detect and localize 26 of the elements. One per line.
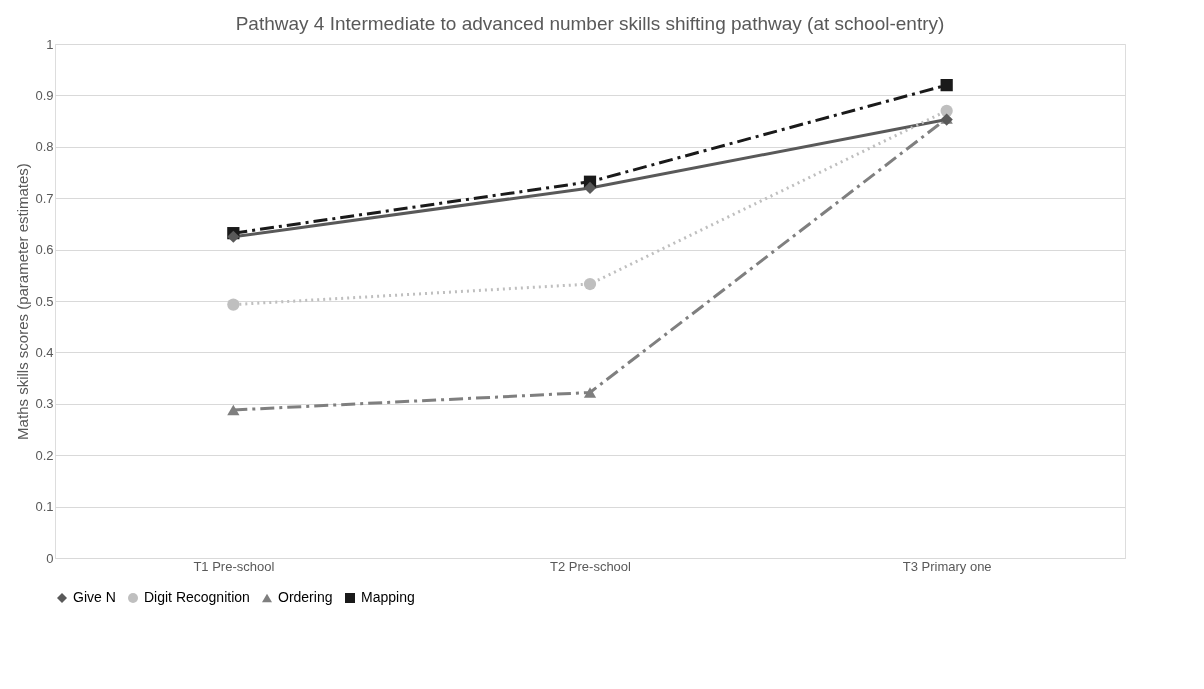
y-tick-label: 0.7	[35, 190, 54, 206]
y-tick-label: 0.1	[35, 499, 54, 515]
y-tick-label: 1	[46, 36, 54, 52]
x-tick-label: T2 Pre-school	[550, 558, 632, 574]
x-tick-label: T1 Pre-school	[193, 558, 275, 574]
y-tick-label: 0.4	[35, 344, 54, 360]
y-tick-label: 0	[46, 550, 54, 566]
y-tick-label: 0.3	[35, 396, 54, 412]
y-axis-title: Maths skills scores (parameter estimates)	[14, 163, 32, 440]
y-tick-label: 0.9	[35, 87, 54, 103]
legend-label: Give N	[73, 589, 116, 605]
legend-label: Ordering	[278, 589, 333, 605]
point	[227, 298, 240, 311]
legend-label: Mapping	[361, 589, 415, 605]
y-tick-label: 0.8	[35, 139, 54, 155]
point	[940, 79, 953, 92]
point	[583, 387, 597, 398]
y-tick-label: 0.2	[35, 447, 54, 463]
point	[583, 277, 597, 291]
point	[227, 404, 240, 416]
x-tick-label: T3 Primary one	[902, 558, 992, 574]
point	[583, 181, 597, 195]
chart-title: Pathway 4 Intermediate to advanced number skills shifting pathway (at school-entry)	[235, 13, 945, 34]
y-tick-label: 0.5	[35, 293, 54, 309]
legend-label: Digit Recognition	[144, 589, 250, 605]
y-tick-label: 0.6	[35, 242, 54, 258]
